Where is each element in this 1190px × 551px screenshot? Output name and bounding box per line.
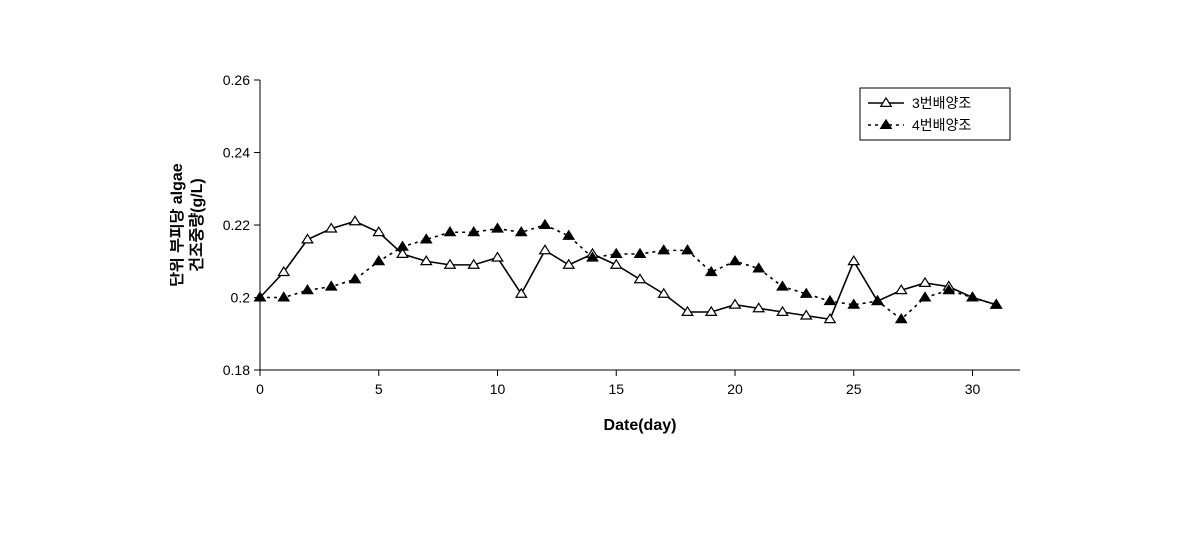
x-tick-label: 15 xyxy=(608,381,624,397)
series-marker-1 xyxy=(825,296,836,304)
x-tick-label: 5 xyxy=(375,381,383,397)
y-axis-title-group: 단위 부피당 algae건조중량(g/L) xyxy=(170,163,206,287)
y-tick-label: 0.18 xyxy=(223,362,250,378)
series-marker-1 xyxy=(777,282,788,290)
legend-marker-0 xyxy=(881,98,892,106)
x-tick-label: 20 xyxy=(727,381,743,397)
series-marker-1 xyxy=(278,292,289,300)
series-marker-1 xyxy=(350,274,361,282)
series-marker-0 xyxy=(540,245,551,253)
legend-label-1: 4번배양조 xyxy=(912,117,971,133)
legend-marker-1 xyxy=(881,120,892,128)
chart-svg: 0.18 0.2 0.22 0.24 0.26 0 5 10 15 20 25 30 Date(day)… xyxy=(170,60,1070,480)
series-marker-1 xyxy=(373,256,384,264)
x-tick-label: 0 xyxy=(256,381,264,397)
chart-container: 0.18 0.2 0.22 0.24 0.26 0 5 10 15 20 25 30 Date(day)… xyxy=(170,60,1070,480)
series-marker-1 xyxy=(492,224,503,232)
series-marker-1 xyxy=(635,249,646,257)
series-marker-1 xyxy=(326,282,337,290)
x-tick-label: 30 xyxy=(965,381,981,397)
series-marker-1 xyxy=(730,256,741,264)
series-marker-0 xyxy=(730,300,741,308)
series-marker-1 xyxy=(302,285,313,293)
series-marker-0 xyxy=(920,278,931,286)
series-marker-1 xyxy=(397,242,408,250)
series-marker-0 xyxy=(516,289,527,297)
y-axis-title-line1: 단위 부피당 algae xyxy=(170,163,186,287)
y-tick-label: 0.22 xyxy=(223,217,250,233)
series-marker-0 xyxy=(635,274,646,282)
legend-label-0: 3번배양조 xyxy=(912,95,971,111)
series-marker-0 xyxy=(350,216,361,224)
y-tick-label: 0.26 xyxy=(223,72,250,88)
series-line-0 xyxy=(260,221,996,319)
y-axis-title-line2: 건조중량(g/L) xyxy=(187,178,206,272)
series-marker-0 xyxy=(492,253,503,261)
y-tick-label: 0.2 xyxy=(231,290,251,306)
series-marker-0 xyxy=(848,256,859,264)
series-marker-0 xyxy=(658,289,669,297)
x-axis-title: Date(day) xyxy=(604,417,677,434)
series-marker-1 xyxy=(445,227,456,235)
series-marker-1 xyxy=(682,245,693,253)
x-tick-label: 25 xyxy=(846,381,862,397)
series-marker-1 xyxy=(611,249,622,257)
series-marker-1 xyxy=(920,292,931,300)
y-tick-label: 0.24 xyxy=(223,145,250,161)
x-tick-label: 10 xyxy=(490,381,506,397)
series-marker-1 xyxy=(540,220,551,228)
series-marker-1 xyxy=(658,245,669,253)
